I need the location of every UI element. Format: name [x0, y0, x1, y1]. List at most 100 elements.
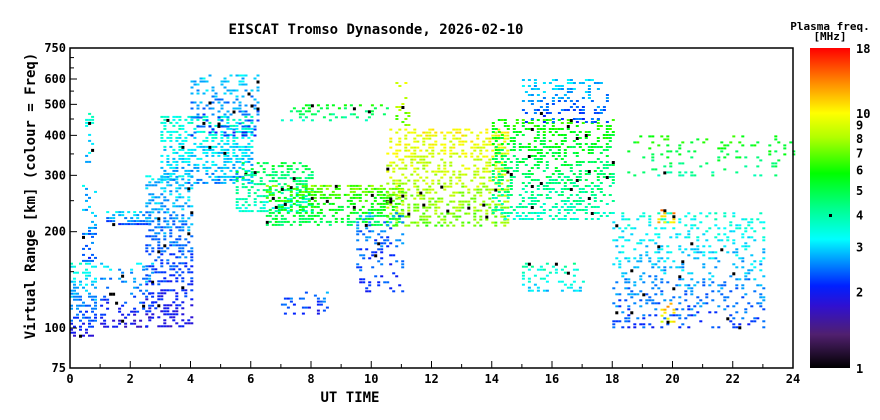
- echo-point: [533, 203, 537, 205]
- echo-point: [572, 262, 576, 265]
- echo-point: [169, 316, 173, 319]
- echo-point: [738, 323, 742, 326]
- echo-point: [133, 307, 137, 310]
- echo-point: [512, 140, 516, 142]
- echo-point: [485, 167, 489, 170]
- echo-point: [563, 283, 567, 286]
- echo-point: [368, 230, 372, 233]
- echo-point: [497, 185, 501, 187]
- echo-point: [599, 215, 603, 217]
- echo-point: [533, 125, 537, 127]
- echo-point: [244, 160, 248, 163]
- echo-point: [515, 134, 519, 136]
- echo-point: [536, 179, 540, 181]
- echo-point: [452, 173, 456, 176]
- echo-point: [458, 176, 462, 179]
- echo-point: [349, 184, 353, 187]
- echo-point: [172, 313, 176, 316]
- echo-point: [744, 218, 748, 221]
- echo-point: [223, 115, 227, 118]
- colorbar-tick-label: 8: [856, 132, 863, 146]
- echo-point: [401, 200, 405, 203]
- echo-point: [145, 223, 149, 226]
- echo-point: [575, 155, 579, 157]
- echo-point: [235, 127, 239, 130]
- echo-point: [328, 220, 332, 223]
- echo-point: [690, 287, 694, 290]
- echo-point: [160, 121, 164, 124]
- echo-point: [166, 259, 170, 262]
- echo-point: [73, 331, 76, 334]
- echo-point: [244, 83, 248, 86]
- echo-point: [214, 136, 218, 139]
- echo-point: [235, 204, 239, 207]
- echo-point: [545, 289, 549, 292]
- echo-point: [169, 133, 173, 136]
- echo-point: [362, 218, 366, 221]
- echo-point: [473, 206, 477, 209]
- echo-point: [172, 211, 176, 214]
- echo-point: [434, 206, 438, 209]
- echo-point: [554, 131, 558, 133]
- echo-point: [416, 188, 420, 191]
- echo-point: [370, 110, 374, 113]
- echo-point: [256, 171, 260, 174]
- colorbar-tick-label: 3: [856, 240, 863, 254]
- echo-point: [298, 183, 302, 186]
- echo-point: [425, 155, 429, 158]
- echo-point: [494, 224, 498, 227]
- echo-point: [292, 180, 296, 183]
- echo-point: [175, 166, 179, 169]
- echo-point: [596, 137, 600, 139]
- echo-point: [404, 112, 408, 114]
- echo-point: [482, 155, 486, 158]
- echo-point: [521, 158, 525, 160]
- echo-point: [172, 160, 176, 163]
- echo-point: [422, 197, 426, 200]
- echo-point: [244, 110, 248, 113]
- echo-point: [373, 107, 377, 110]
- echo-point: [181, 178, 185, 181]
- echo-point: [518, 149, 522, 151]
- echo-point: [407, 115, 411, 117]
- echo-point: [527, 122, 531, 124]
- echo-point: [602, 149, 606, 151]
- echo-point: [431, 134, 435, 137]
- echo-point: [331, 190, 335, 193]
- echo-point: [627, 308, 631, 311]
- echo-point: [530, 122, 534, 124]
- echo-point: [596, 188, 600, 190]
- echo-point: [684, 299, 688, 302]
- echo-point: [223, 86, 227, 89]
- echo-point: [416, 185, 420, 188]
- echo-point: [349, 196, 353, 199]
- echo-point: [217, 116, 221, 119]
- echo-point: [542, 119, 546, 121]
- echo-point: [175, 139, 179, 142]
- echo-point: [169, 274, 173, 277]
- echo-point: [211, 136, 215, 139]
- echo-point: [657, 257, 661, 260]
- echo-point: [193, 80, 197, 83]
- echo-point: [536, 161, 540, 163]
- echo-point: [545, 280, 549, 283]
- echo-point: [759, 305, 763, 308]
- echo-point: [226, 136, 230, 139]
- echo-point: [389, 287, 393, 290]
- echo-point: [726, 153, 730, 156]
- echo-point: [148, 235, 152, 238]
- echo-point: [551, 125, 555, 127]
- echo-point: [690, 141, 694, 144]
- echo-point: [316, 211, 320, 214]
- echo-point: [587, 203, 591, 205]
- echo-point: [190, 265, 194, 268]
- echo-point: [587, 88, 591, 90]
- echo-point: [214, 133, 218, 136]
- echo-point: [391, 217, 395, 220]
- echo-point: [160, 115, 164, 118]
- echo-point: [226, 121, 230, 124]
- echo-point: [569, 79, 573, 81]
- x-tick-label: 16: [545, 372, 559, 386]
- echo-point: [545, 262, 549, 265]
- echo-point: [584, 218, 588, 220]
